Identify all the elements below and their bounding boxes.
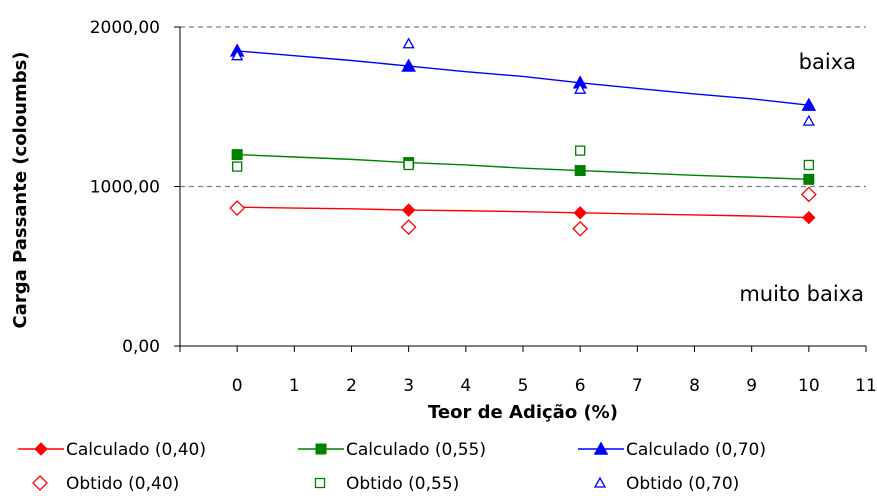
data-point: [573, 206, 587, 220]
axes: 0 1 2 3 4 5 6 7 8 9 10 11 0,00 1000,00 2000,00: [90, 18, 877, 396]
legend-label: Calculado (0,70): [626, 440, 766, 460]
x-tick-label: 11: [855, 376, 877, 396]
x-tick-label: 5: [518, 376, 529, 396]
x-tick-label: 0: [232, 376, 243, 396]
legend-label: Calculado (0,55): [346, 440, 486, 460]
legend-item: Obtido (0,40): [32, 474, 179, 494]
data-point: [575, 145, 586, 156]
legend-label: Calculado (0,40): [66, 440, 206, 460]
legend-item: Obtido (0,70): [593, 474, 739, 494]
x-tick-label: 2: [346, 376, 357, 396]
data-point: [232, 161, 243, 172]
legend-label: Obtido (0,55): [346, 474, 459, 494]
data-point: [574, 165, 586, 177]
series-2: [229, 43, 817, 111]
data-point: [402, 37, 415, 49]
series-0: [230, 200, 816, 225]
data-point: [801, 97, 817, 111]
x-tick-label: 4: [460, 376, 471, 396]
data-point: [231, 149, 243, 161]
y-tick-label: 2000,00: [90, 18, 160, 38]
grid-lines: [180, 26, 866, 188]
data-point: [802, 114, 815, 126]
legend-marker: [32, 475, 48, 491]
legend-marker: [593, 476, 607, 488]
legend-item: Calculado (0,70): [578, 440, 766, 460]
data-point: [403, 159, 414, 171]
series-layer: [229, 37, 817, 237]
series-5: [231, 37, 815, 126]
legend-marker: [314, 477, 326, 489]
legend-item: Obtido (0,55): [314, 474, 459, 494]
x-tick-label: 6: [575, 376, 586, 396]
legend-item: Calculado (0,40): [18, 440, 206, 460]
series-line: [237, 206, 809, 219]
data-point: [574, 82, 587, 94]
zone-label-muito-baixa: muito baixa: [739, 282, 864, 306]
series-line: [237, 153, 809, 181]
x-tick-label: 10: [798, 376, 820, 396]
x-tick-label: 1: [289, 376, 300, 396]
legend-item: Calculado (0,55): [298, 440, 486, 460]
legend-label: Obtido (0,40): [66, 474, 179, 494]
data-point: [401, 58, 417, 72]
data-point: [803, 173, 815, 185]
x-tick-label: 3: [403, 376, 414, 396]
legend: Calculado (0,40) Calculado (0,55) Calculad…: [18, 440, 766, 494]
x-axis-title: Teor de Adição (%): [428, 402, 618, 423]
data-point: [803, 159, 814, 171]
series-4: [232, 145, 814, 172]
legend-label: Obtido (0,70): [626, 474, 739, 494]
x-tick-label: 9: [746, 376, 757, 396]
data-point: [231, 49, 244, 61]
y-tick-label: 1000,00: [90, 178, 160, 198]
zone-label-baixa: baixa: [799, 50, 856, 74]
x-tick-label: 7: [632, 376, 643, 396]
legend-marker: [315, 443, 327, 455]
y-axis-title: Carga Passante (coloumbs): [10, 51, 31, 328]
x-tick-label: 8: [689, 376, 700, 396]
y-tick-label: 0,00: [122, 337, 160, 357]
legend-marker: [34, 442, 48, 456]
data-point: [401, 203, 416, 217]
series-3: [229, 186, 817, 237]
legend-marker: [593, 441, 609, 455]
data-point: [800, 186, 817, 203]
series-1: [231, 149, 815, 185]
data-point: [400, 219, 417, 236]
data-point: [802, 210, 816, 225]
data-point: [572, 220, 589, 237]
series-line: [237, 50, 809, 106]
data-point: [229, 200, 246, 216]
